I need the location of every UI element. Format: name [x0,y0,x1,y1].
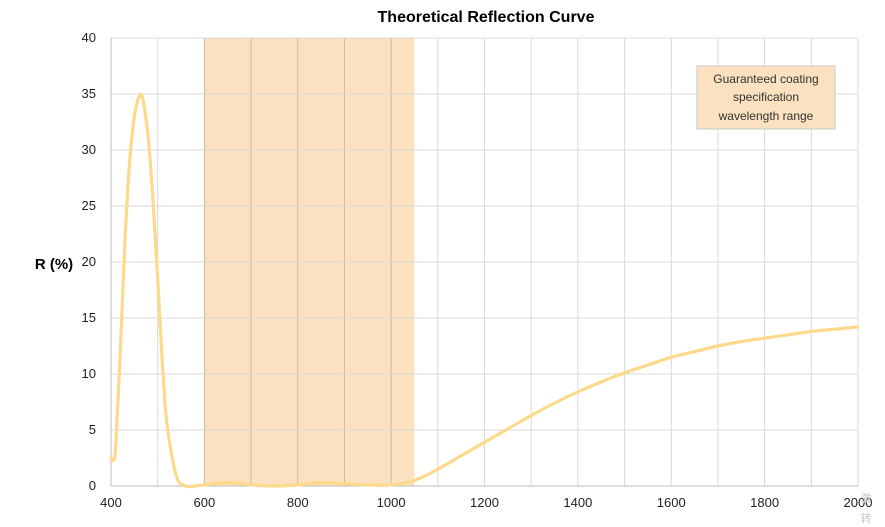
x-tick-label: 1000 [377,495,406,510]
y-tick-label: 30 [82,142,96,157]
x-tick-label: 1400 [563,495,592,510]
x-tick-label: 2000 [844,495,873,510]
spec-band-note-box [696,65,836,130]
x-tick-label: 1800 [750,495,779,510]
watermark: 激 转 [861,491,872,525]
x-tick-label: 400 [100,495,122,510]
y-axis-label: R (%) [35,256,73,273]
watermark-char-1: 激 [861,491,872,505]
x-tick-label: 1600 [657,495,686,510]
spec-band-note-line-3: wavelength range [718,109,814,123]
y-tick-label: 35 [82,86,96,101]
chart-title: Theoretical Reflection Curve [378,9,595,26]
spec-band-note: Guaranteed coating specification wavelen… [696,65,836,130]
x-tick-labels: 400 600 800 1000 1200 1400 1600 1800 2000 [100,495,872,510]
axis-layer [110,38,859,487]
spec-band-note-line-2: specification [733,90,799,104]
series-layer [109,92,860,489]
spec-band-note-line-1: Guaranteed coating [713,72,818,86]
y-tick-label: 40 [82,30,96,45]
grid-layer [111,37,858,486]
y-tick-label: 5 [89,422,96,437]
x-tick-label: 800 [287,495,309,510]
y-tick-label: 20 [82,254,96,269]
x-tick-label: 1200 [470,495,499,510]
y-tick-label: 25 [82,198,96,213]
x-tick-label: 600 [194,495,216,510]
y-tick-labels: 0 5 10 15 20 25 30 35 40 [82,30,96,493]
y-tick-label: 0 [89,478,96,493]
watermark-char-2: 转 [861,511,872,525]
y-tick-label: 10 [82,366,96,381]
y-tick-label: 15 [82,310,96,325]
reflection-curve [109,92,860,489]
